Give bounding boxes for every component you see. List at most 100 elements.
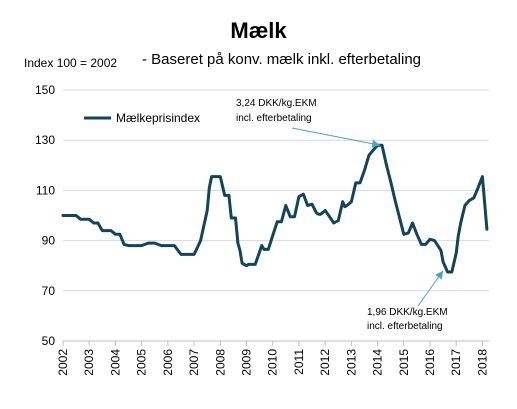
- data-point: [280, 220, 283, 223]
- data-point: [241, 262, 243, 264]
- data-point: [173, 244, 176, 247]
- annotation-trough-line2: incl. efterbetaling: [367, 321, 443, 332]
- data-point: [346, 204, 348, 207]
- annotation-peak-line2: incl. efterbetaling: [236, 113, 312, 124]
- data-point: [385, 163, 388, 165]
- x-tick-label: 2011: [292, 349, 306, 375]
- chart-title: Mælk: [230, 18, 287, 43]
- data-point: [62, 214, 64, 217]
- data-point: [234, 217, 237, 219]
- data-point: [260, 244, 263, 247]
- x-tick-label: 2014: [371, 349, 385, 376]
- data-point: [276, 220, 278, 223]
- data-point: [254, 263, 256, 266]
- data-point: [271, 234, 274, 237]
- data-point: [110, 229, 112, 232]
- annotation-peak-arrow: [291, 127, 381, 146]
- x-tick-labels: 2002 2003 2004 2005 2006 2007 2008 2009 2010 2011…: [56, 341, 489, 376]
- data-point: [315, 212, 318, 214]
- data-point: [88, 218, 91, 221]
- data-point: [230, 217, 233, 219]
- data-point: [285, 204, 287, 207]
- data-point: [210, 175, 213, 178]
- data-point: [140, 244, 143, 247]
- data-point: [70, 214, 73, 217]
- data-point: [289, 215, 292, 218]
- data-point: [206, 209, 208, 212]
- data-point: [101, 229, 104, 232]
- data-point: [486, 228, 488, 231]
- data-point: [237, 242, 239, 244]
- data-point: [437, 246, 440, 248]
- data-point: [250, 263, 252, 266]
- y-tick-label: 50: [42, 334, 56, 348]
- data-point: [398, 215, 401, 218]
- x-tick-label: 2004: [108, 349, 122, 376]
- data-point: [298, 195, 300, 198]
- x-tick-label: 2016: [423, 349, 437, 376]
- y-tick-labels: 50 70 90 110 130 150: [35, 83, 55, 348]
- x-tick-label: 2012: [318, 349, 332, 376]
- data-point: [472, 197, 475, 199]
- data-point: [355, 182, 357, 184]
- data-point: [420, 243, 423, 246]
- data-point: [66, 214, 69, 217]
- data-point: [92, 222, 95, 224]
- x-tick-label: 2007: [187, 349, 201, 376]
- data-point: [232, 217, 235, 219]
- data-point: [446, 271, 449, 273]
- data-point: [215, 175, 217, 178]
- annotation-peak: 3,24 DKK/kg.EKM incl. efterbetaling: [236, 98, 381, 148]
- data-point: [83, 218, 86, 221]
- data-point: [328, 215, 331, 218]
- data-point: [208, 187, 211, 189]
- data-point: [350, 200, 353, 203]
- series-line-maelkeprisindex: [61, 143, 489, 274]
- data-point: [372, 149, 374, 152]
- data-point: [267, 248, 270, 251]
- data-point: [263, 248, 265, 251]
- data-point: [341, 200, 344, 203]
- data-point: [132, 244, 134, 247]
- data-point: [317, 213, 320, 216]
- data-point: [407, 232, 410, 234]
- annotation-trough: 1,96 DKK/kg.EKM incl. efterbetaling: [367, 270, 448, 332]
- data-point: [153, 242, 156, 244]
- data-point: [186, 253, 189, 256]
- data-points: [62, 144, 488, 273]
- data-point: [468, 199, 471, 202]
- data-point: [219, 175, 222, 178]
- data-point: [403, 233, 405, 236]
- data-point: [433, 239, 436, 242]
- data-point: [455, 252, 458, 254]
- data-point: [440, 249, 442, 252]
- x-tick-label: 2018: [475, 349, 489, 376]
- data-point: [464, 204, 466, 207]
- x-tick-label: 2015: [397, 349, 411, 376]
- chart-subtitle: - Baseret på konv. mælk inkl. efterbetal…: [142, 51, 422, 68]
- data-point: [193, 253, 195, 256]
- x-tick-label: 2013: [344, 349, 358, 376]
- data-point: [368, 154, 370, 157]
- data-point: [228, 194, 230, 197]
- x-tick-label: 2009: [240, 349, 254, 376]
- data-point: [119, 233, 121, 236]
- data-point: [180, 253, 182, 256]
- data-point: [306, 204, 309, 207]
- x-tick-label: 2003: [82, 349, 96, 376]
- data-point: [147, 242, 149, 244]
- data-point: [459, 222, 462, 224]
- data-point: [291, 215, 294, 218]
- data-point: [363, 169, 366, 172]
- data-point: [258, 251, 261, 253]
- data-point: [302, 193, 305, 195]
- data-point: [450, 271, 453, 273]
- x-tick-label: 2002: [56, 349, 70, 376]
- y-tick-label: 150: [35, 83, 55, 97]
- gridlines: [63, 89, 489, 292]
- data-point: [79, 218, 82, 221]
- annotation-peak-arrowhead: [371, 139, 381, 148]
- data-point: [75, 214, 77, 217]
- y-tick-label: 70: [42, 284, 56, 298]
